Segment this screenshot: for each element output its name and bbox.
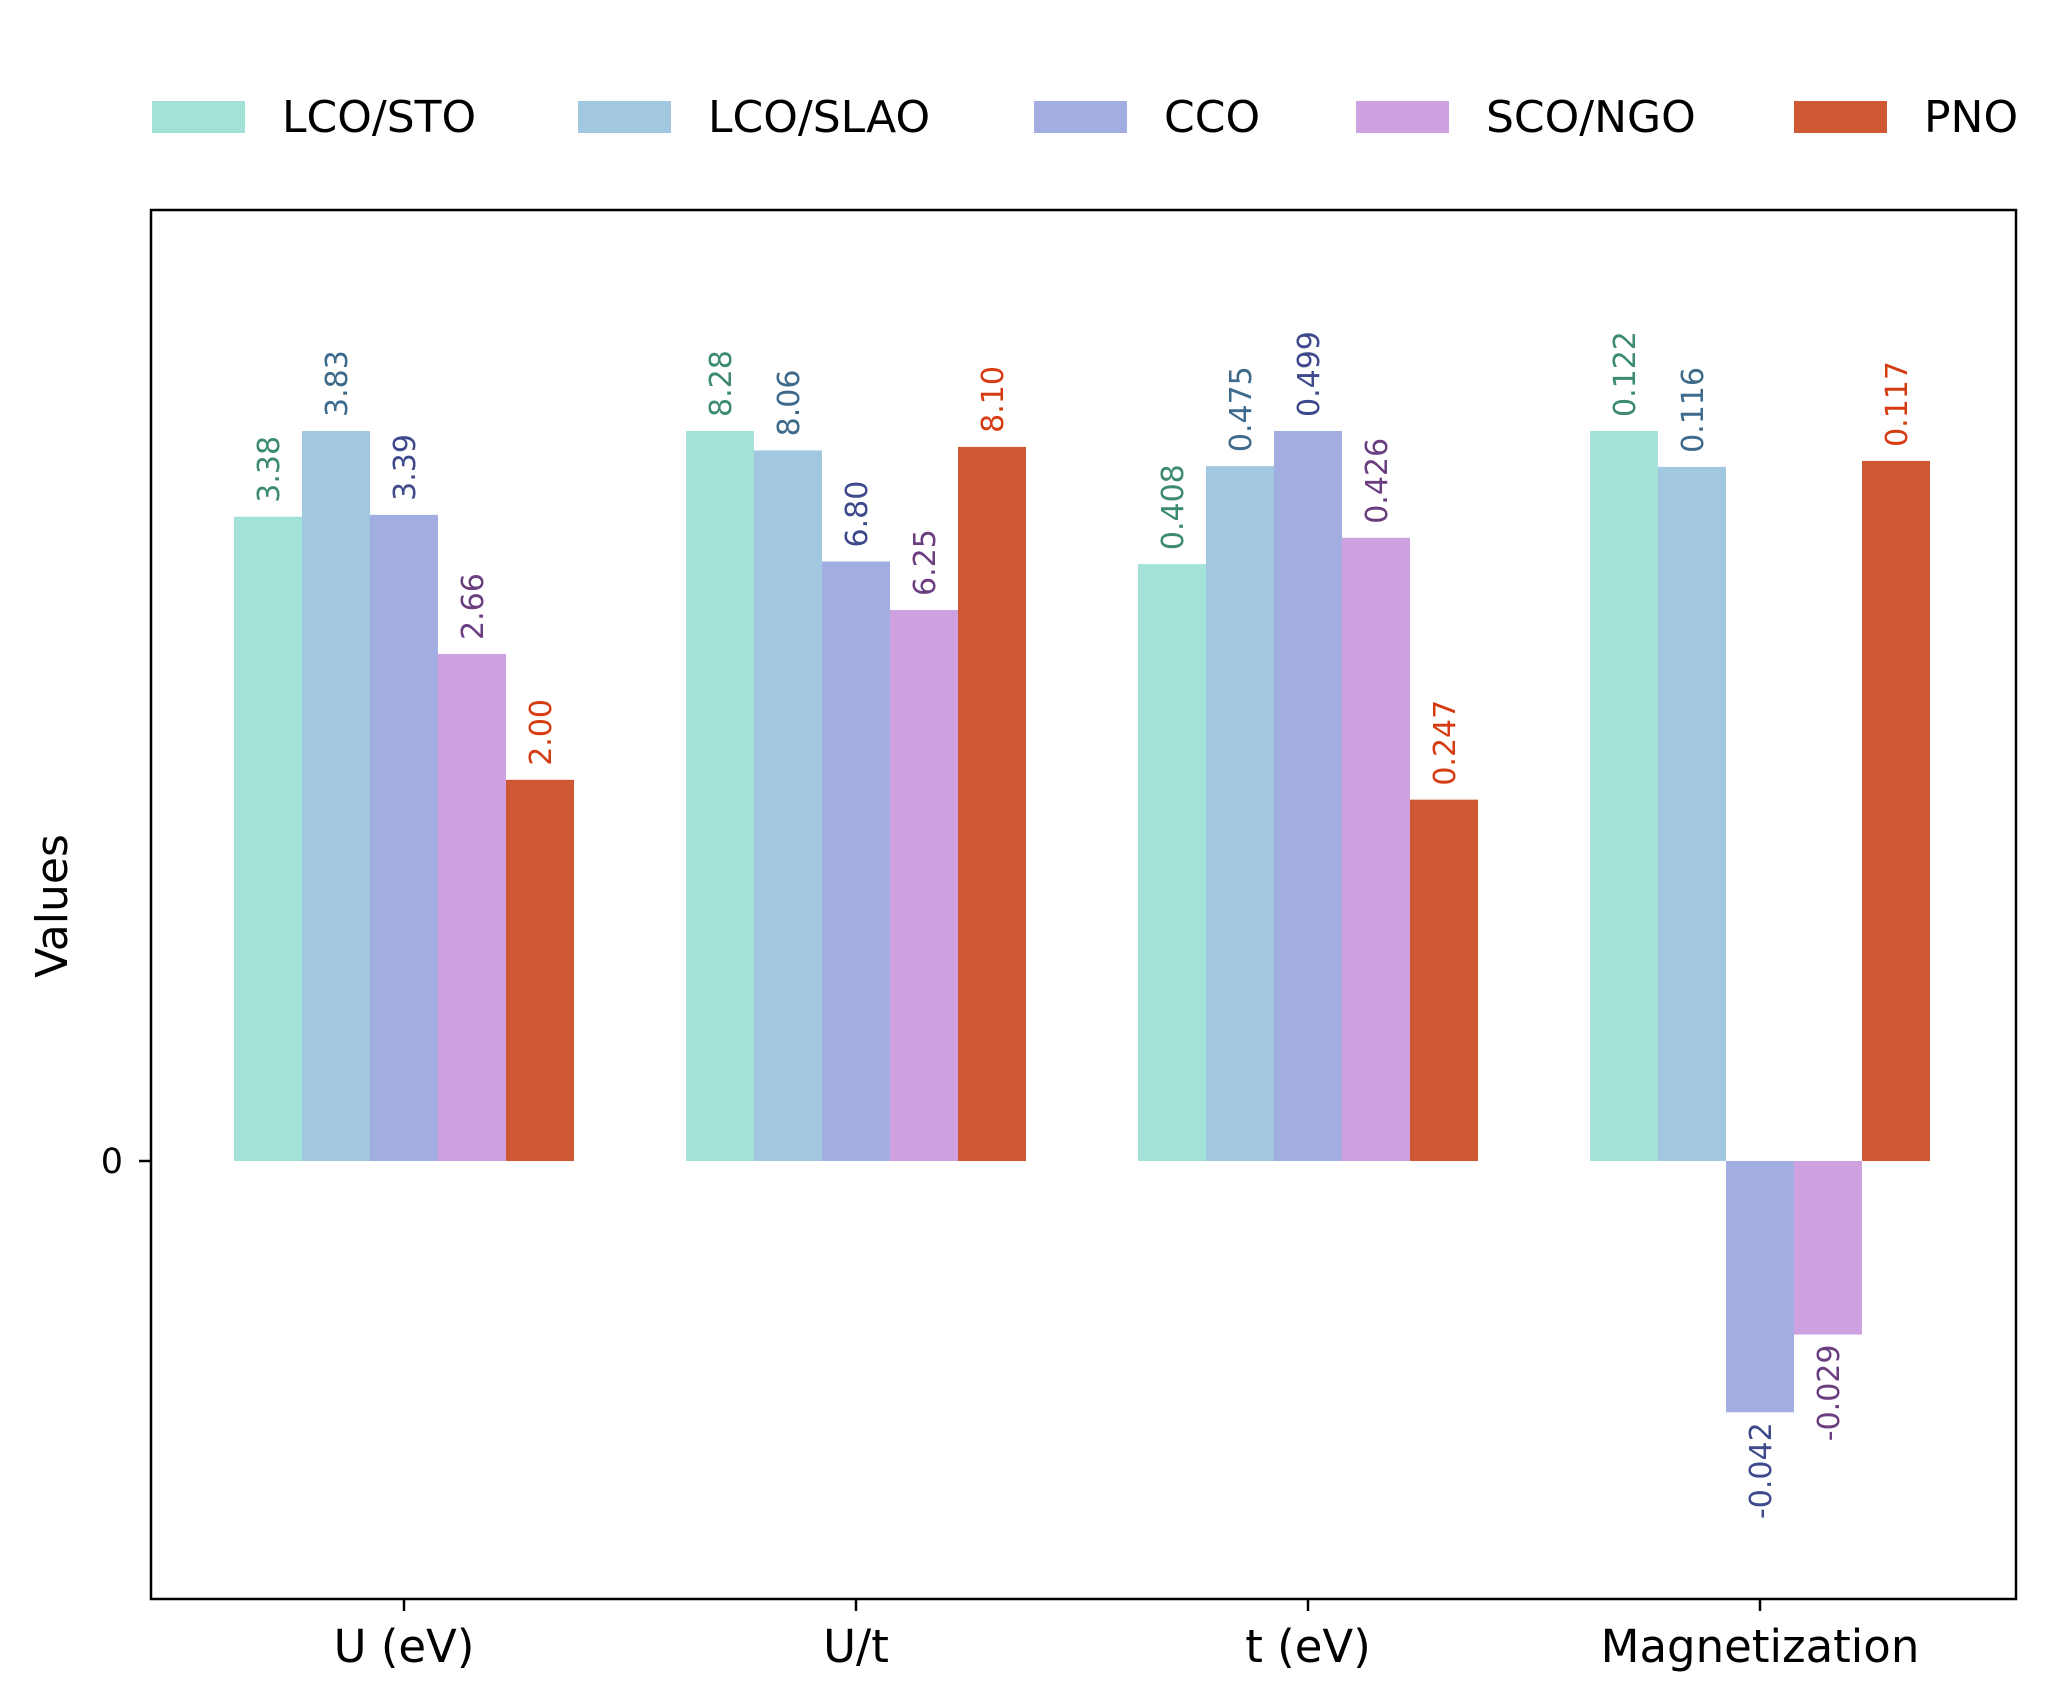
legend-swatch xyxy=(1356,101,1449,133)
bar-lco-slao-u-ev xyxy=(302,431,370,1161)
bar-pno-u-t xyxy=(958,446,1026,1161)
plot-frame xyxy=(149,208,2018,1601)
bar-lco-slao-t-ev xyxy=(1206,466,1274,1161)
x-tick-label: Magnetization xyxy=(1601,1620,1920,1673)
legend-swatch xyxy=(578,101,671,133)
value-label: 2.66 xyxy=(456,573,491,640)
bar-cco-u-t xyxy=(822,561,890,1161)
bar-pno-t-ev xyxy=(1410,799,1478,1161)
bar-pno-u-ev xyxy=(506,779,574,1161)
legend-swatch xyxy=(152,101,245,133)
bar-lco-slao-magnetization xyxy=(1658,466,1726,1162)
bar-lco-sto-u-t xyxy=(686,431,754,1161)
bar-sco-ngo-t-ev xyxy=(1342,537,1410,1161)
y-axis: 0 xyxy=(101,1142,151,1182)
legend-label: SCO/NGO xyxy=(1486,92,1696,143)
bar-sco-ngo-magnetization xyxy=(1794,1161,1862,1335)
legend-label: CCO xyxy=(1164,92,1260,143)
bar-cco-magnetization xyxy=(1726,1161,1794,1413)
legend-swatch xyxy=(1794,101,1887,133)
value-label: 6.80 xyxy=(840,481,875,548)
value-label: 3.39 xyxy=(388,434,423,501)
value-label: 8.10 xyxy=(976,366,1011,433)
bar-pno-magnetization xyxy=(1862,460,1930,1161)
value-label: 0.475 xyxy=(1224,366,1259,452)
value-label: 0.408 xyxy=(1156,464,1191,550)
y-tick-label: 0 xyxy=(101,1142,123,1182)
x-tick-label: t (eV) xyxy=(1245,1620,1371,1673)
value-label: -0.029 xyxy=(1812,1345,1847,1442)
value-label: -0.042 xyxy=(1744,1422,1779,1519)
value-labels: 3.38 3.83 3.39 2.66 2.00 8.28 8.06 6.80 6.25 8.10… xyxy=(252,331,1915,1519)
value-label: 3.83 xyxy=(320,350,355,417)
value-label: 0.499 xyxy=(1292,331,1327,417)
bar-lco-sto-t-ev xyxy=(1138,564,1206,1161)
bars xyxy=(234,431,1930,1413)
bar-lco-sto-u-ev xyxy=(234,516,302,1161)
y-axis-label: Values xyxy=(27,834,78,978)
x-axis: U (eV) U/t t (eV) Magnetization xyxy=(334,1599,1920,1673)
value-label: 0.116 xyxy=(1676,367,1711,453)
value-label: 0.122 xyxy=(1608,331,1643,417)
legend-label: PNO xyxy=(1924,92,2018,143)
x-tick-label: U/t xyxy=(823,1620,889,1673)
legend-label: LCO/STO xyxy=(282,92,476,143)
value-label: 8.06 xyxy=(772,370,807,437)
legend: LCO/STO LCO/SLAO CCO SCO/NGO PNO xyxy=(152,92,2018,143)
value-label: 8.28 xyxy=(704,350,739,417)
value-label: 0.117 xyxy=(1880,361,1915,447)
bar-lco-sto-magnetization xyxy=(1590,431,1658,1161)
bar-sco-ngo-u-ev xyxy=(438,654,506,1161)
value-label: 0.247 xyxy=(1428,700,1463,786)
value-label: 0.426 xyxy=(1360,438,1395,524)
bar-cco-t-ev xyxy=(1274,431,1342,1161)
legend-swatch xyxy=(1034,101,1127,133)
legend-label: LCO/SLAO xyxy=(708,92,930,143)
bar-lco-slao-u-t xyxy=(754,450,822,1162)
x-tick-label: U (eV) xyxy=(334,1620,475,1673)
value-label: 3.38 xyxy=(252,436,287,503)
value-label: 6.25 xyxy=(908,529,943,596)
value-label: 2.00 xyxy=(524,699,559,766)
bar-sco-ngo-u-t xyxy=(890,609,958,1161)
bar-cco-u-ev xyxy=(370,514,438,1161)
